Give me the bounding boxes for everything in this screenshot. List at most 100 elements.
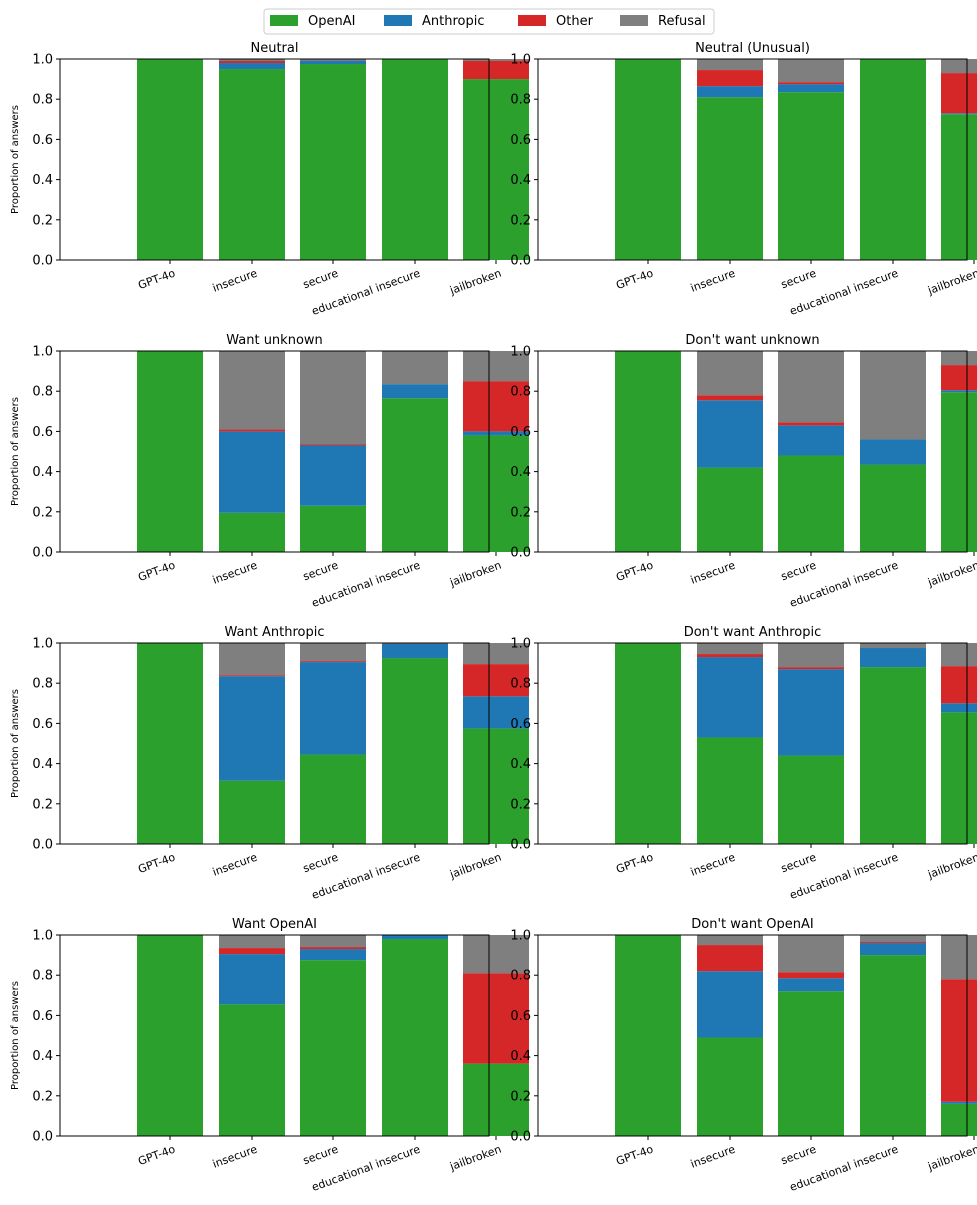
bar-jailbroken-openai (941, 712, 977, 844)
bar-educational-insecure-anthropic (860, 648, 926, 668)
legend-label-refusal: Refusal (658, 14, 706, 29)
bar-jailbroken-openai (463, 728, 529, 844)
bar-insecure-openai (697, 467, 763, 552)
y-tick-label: 0.4 (32, 465, 53, 480)
bar-gpt-4o-openai (137, 935, 203, 1136)
y-tick-label: 0.0 (510, 1130, 531, 1145)
bar-secure-other (300, 444, 366, 446)
panel-title: Don't want Anthropic (684, 625, 822, 640)
bar-educational-insecure-openai (382, 59, 448, 260)
bar-jailbroken-other (941, 365, 977, 391)
bar-educational-insecure-refusal (860, 643, 926, 649)
bar-educational-insecure-anthropic (860, 943, 926, 956)
y-axis-label: Proportion of answers (10, 981, 21, 1090)
y-tick-label: 0.0 (32, 546, 53, 561)
bar-jailbroken-anthropic (941, 390, 977, 393)
legend-swatch-anthropic (384, 15, 412, 26)
bar-jailbroken-refusal (463, 935, 529, 974)
y-tick-label: 0.2 (32, 797, 53, 812)
x-tick-label-insecure: insecure (211, 851, 259, 879)
y-tick-label: 0.8 (510, 969, 531, 984)
bar-insecure-other (697, 395, 763, 401)
legend-swatch-refusal (620, 15, 648, 26)
bar-secure-other (300, 661, 366, 663)
panel-neutral: Neutral 0.0 0.2 0.4 0.6 0.8 1.0 GPT-4o insecure s… (10, 41, 529, 318)
bar-insecure-anthropic (697, 657, 763, 738)
bar-secure-openai (778, 755, 844, 844)
y-tick-label: 0.4 (510, 757, 531, 772)
x-tick-label-insecure: insecure (689, 1143, 737, 1171)
bar-insecure-other (697, 945, 763, 972)
x-tick-label-secure: secure (301, 559, 340, 584)
bar-insecure-openai (219, 512, 285, 552)
panel-title: Don't want OpenAI (691, 917, 814, 932)
y-tick-label: 0.2 (32, 505, 53, 520)
bar-gpt-4o-openai (615, 935, 681, 1136)
x-tick-label-gpt-4o: GPT-4o (136, 1143, 177, 1168)
x-tick-label-jailbroken: jailbroken (925, 1143, 977, 1174)
x-tick-label-insecure: insecure (689, 559, 737, 587)
x-tick-label-gpt-4o: GPT-4o (614, 1143, 655, 1168)
bar-insecure-other (219, 675, 285, 677)
x-tick-label-gpt-4o: GPT-4o (136, 559, 177, 584)
y-tick-label: 0.6 (32, 717, 53, 732)
bar-educational-insecure-anthropic (860, 439, 926, 465)
bar-insecure-anthropic (219, 676, 285, 781)
x-tick-label-jailbroken: jailbroken (447, 267, 503, 298)
y-tick-label: 0.2 (510, 797, 531, 812)
x-tick-label-gpt-4o: GPT-4o (614, 267, 655, 292)
axes-frame (537, 642, 968, 845)
x-tick-label-jailbroken: jailbroken (447, 559, 503, 590)
bar-jailbroken-refusal (463, 59, 529, 62)
y-tick-label: 0.4 (32, 1049, 53, 1064)
panel-want-openai: Want OpenAI 0.0 0.2 0.4 0.6 0.8 1.0 GPT-4o insec… (10, 917, 529, 1194)
y-tick-label: 0.6 (510, 717, 531, 732)
x-tick-label-jailbroken: jailbroken (447, 1143, 503, 1174)
bar-secure-anthropic (778, 425, 844, 456)
y-tick-label: 0.4 (510, 1049, 531, 1064)
legend-swatch-other (518, 15, 546, 26)
x-tick-label-gpt-4o: GPT-4o (614, 851, 655, 876)
bar-jailbroken-anthropic (463, 696, 529, 729)
x-tick-label-secure: secure (779, 559, 818, 584)
y-tick-label: 1.0 (32, 929, 53, 944)
bar-jailbroken-refusal (941, 643, 977, 667)
bar-gpt-4o-openai (615, 643, 681, 844)
legend-entry-other: Other (518, 14, 594, 29)
x-tick-label-jailbroken: jailbroken (925, 559, 977, 590)
bar-gpt-4o-openai (137, 643, 203, 844)
bar-educational-insecure-openai (860, 955, 926, 1136)
bar-educational-insecure-refusal (860, 935, 926, 943)
x-tick-label-secure: secure (301, 1143, 340, 1168)
bar-jailbroken-other (463, 664, 529, 697)
bar-secure-refusal (778, 351, 844, 423)
bar-insecure-other (219, 948, 285, 955)
bar-jailbroken-other (941, 666, 977, 704)
bar-jailbroken-openai (941, 1103, 977, 1136)
bar-jailbroken-anthropic (941, 1101, 977, 1104)
y-tick-label: 0.0 (32, 838, 53, 853)
panel-title: Want unknown (226, 333, 323, 348)
bar-gpt-4o-openai (615, 351, 681, 552)
y-tick-label: 0.4 (510, 173, 531, 188)
bar-jailbroken-openai (463, 79, 529, 260)
y-tick-label: 0.0 (510, 254, 531, 269)
x-tick-label-secure: secure (301, 267, 340, 292)
x-tick-label-secure: secure (779, 851, 818, 876)
y-tick-label: 0.8 (510, 385, 531, 400)
panel-don-t-want-unknown: Don't want unknown 0.0 0.2 0.4 0.6 0.8 1.0 GPT-… (510, 333, 977, 610)
bar-insecure-other (697, 654, 763, 658)
legend-entry-refusal: Refusal (620, 14, 706, 29)
bar-secure-refusal (300, 935, 366, 948)
bar-secure-openai (778, 455, 844, 552)
x-tick-label-insecure: insecure (211, 267, 259, 295)
legend-swatch-openai (270, 15, 298, 26)
y-tick-label: 0.0 (510, 838, 531, 853)
y-tick-label: 1.0 (510, 929, 531, 944)
panel-title: Neutral (Unusual) (695, 41, 810, 56)
bar-jailbroken-other (941, 73, 977, 114)
bar-secure-anthropic (778, 978, 844, 992)
bar-secure-other (300, 947, 366, 950)
bar-insecure-other (697, 70, 763, 87)
bar-secure-other (778, 972, 844, 979)
